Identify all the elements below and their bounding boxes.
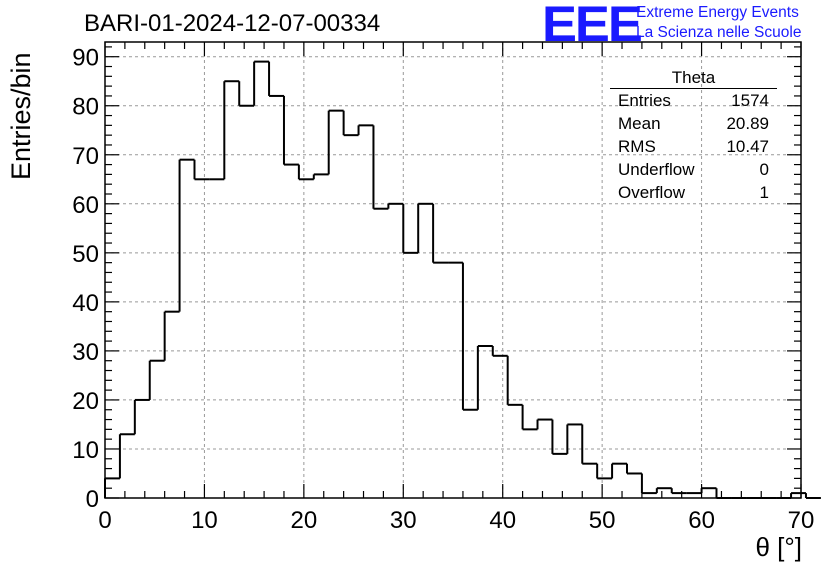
y-tick-label: 20 [72, 388, 99, 415]
stats-label: Entries [618, 91, 671, 110]
x-tick-label: 0 [98, 507, 111, 534]
y-tick-label: 30 [72, 339, 99, 366]
x-tick-label: 40 [489, 507, 516, 534]
stats-value: 1 [759, 183, 769, 202]
stats-row-mean: Mean 20.89 [610, 112, 777, 135]
y-tick-label: 40 [72, 290, 99, 317]
stats-label: Underflow [618, 160, 695, 179]
stats-label: Overflow [618, 183, 686, 202]
stats-box: Theta Entries 1574 Mean 20.89 RMS 10.47 … [610, 68, 777, 204]
stats-label: RMS [618, 137, 656, 156]
eee-logo: EEE [542, 0, 643, 52]
plot-frame [104, 41, 802, 499]
stats-value: 0 [759, 160, 769, 179]
stats-row-entries: Entries 1574 [610, 89, 777, 112]
x-tick-label: 70 [788, 507, 815, 534]
stats-title: Theta [610, 68, 777, 89]
stats-value: 1574 [731, 91, 769, 110]
stats-value: 20.89 [726, 114, 769, 133]
x-tick-label: 20 [291, 507, 318, 534]
logo-text: Extreme Energy Events La Scienza nelle S… [636, 3, 801, 43]
y-tick-label: 60 [72, 192, 99, 219]
stats-row-underflow: Underflow 0 [610, 158, 777, 181]
x-tick-label: 50 [589, 507, 616, 534]
x-tick-label: 10 [191, 507, 218, 534]
x-tick-label: 30 [390, 507, 417, 534]
stats-value: 10.47 [726, 137, 769, 156]
chart-title: BARI-01-2024-12-07-00334 [84, 10, 381, 37]
logo-line1: Extreme Energy Events [636, 4, 799, 21]
y-tick-label: 0 [86, 486, 99, 513]
x-axis-label: θ [°] [755, 532, 802, 562]
x-tick-label: 60 [688, 507, 715, 534]
stats-row-rms: RMS 10.47 [610, 135, 777, 158]
stats-row-overflow: Overflow 1 [610, 181, 777, 204]
y-tick-label: 80 [72, 94, 99, 121]
y-tick-label: 70 [72, 143, 99, 170]
logo-line2: La Scienza nelle Scuole [636, 24, 802, 41]
y-tick-label: 10 [72, 437, 99, 464]
y-tick-label: 50 [72, 241, 99, 268]
stats-label: Mean [618, 114, 661, 133]
y-axis-label: Entries/bin [6, 52, 36, 180]
y-tick-label: 90 [72, 45, 99, 72]
